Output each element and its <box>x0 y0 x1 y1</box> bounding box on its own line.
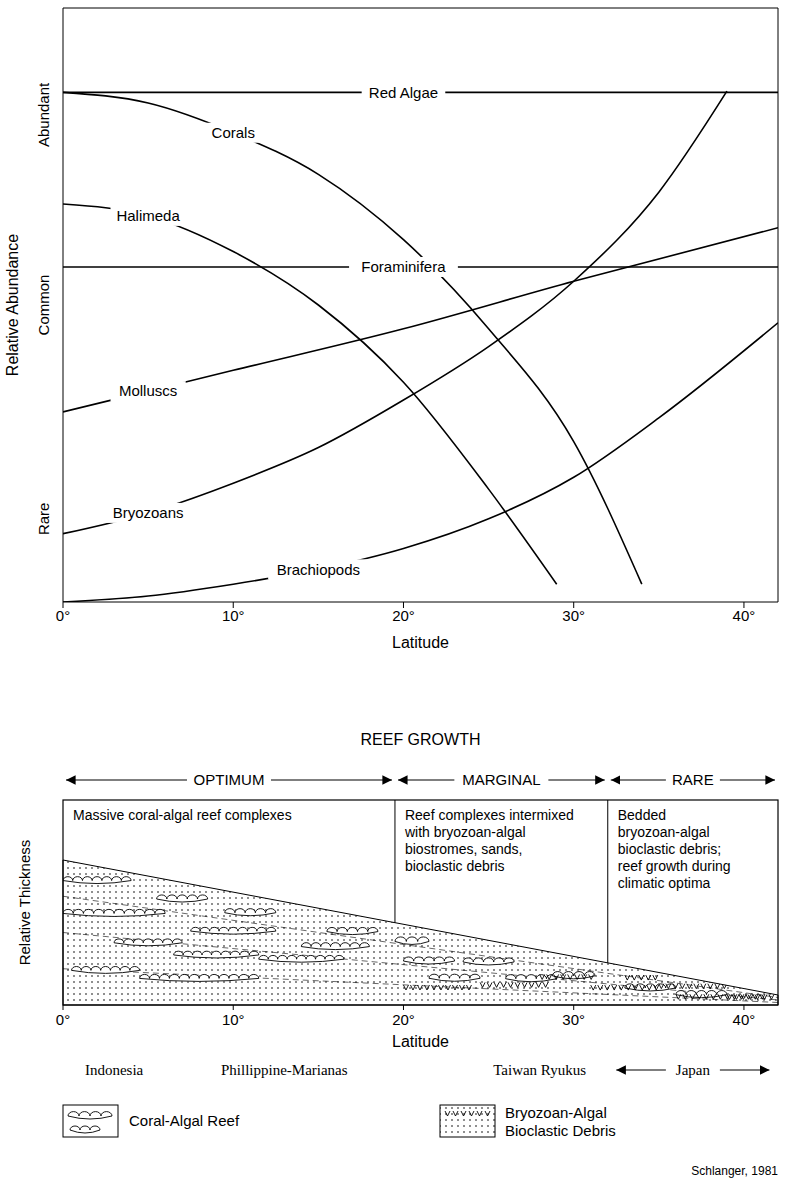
svg-text:Schlanger, 1981: Schlanger, 1981 <box>691 1164 778 1178</box>
svg-text:Indonesia: Indonesia <box>85 1062 144 1078</box>
svg-text:Latitude: Latitude <box>392 634 449 650</box>
svg-text:10°: 10° <box>222 1011 245 1028</box>
svg-text:0°: 0° <box>56 607 70 624</box>
svg-text:Reef complexes intermixedwith: Reef complexes intermixedwith bryozoan-a… <box>404 807 574 874</box>
svg-text:Relative Abundance: Relative Abundance <box>4 234 21 376</box>
svg-text:Bryozoans: Bryozoans <box>113 504 184 521</box>
svg-text:40°: 40° <box>733 607 756 624</box>
svg-text:Halimeda: Halimeda <box>116 207 180 224</box>
svg-text:Bryozoan-AlgalBioclastic Debri: Bryozoan-AlgalBioclastic Debris <box>505 1104 616 1139</box>
svg-text:0°: 0° <box>56 1011 70 1028</box>
svg-text:RARE: RARE <box>672 771 714 788</box>
svg-text:Common: Common <box>35 275 52 336</box>
svg-text:Latitude: Latitude <box>392 1033 449 1050</box>
svg-text:Beddedbryozoan-algalbioclastic: Beddedbryozoan-algalbioclastic debris;re… <box>618 807 731 891</box>
svg-text:OPTIMUM: OPTIMUM <box>194 771 265 788</box>
svg-text:Coral-Algal Reef: Coral-Algal Reef <box>129 1112 240 1129</box>
svg-text:Taiwan Ryukus: Taiwan Ryukus <box>493 1062 586 1078</box>
svg-text:Corals: Corals <box>212 124 255 141</box>
svg-text:REEF GROWTH: REEF GROWTH <box>361 731 481 748</box>
svg-text:Relative Thickness: Relative Thickness <box>16 840 33 966</box>
svg-text:Rare: Rare <box>35 503 52 536</box>
svg-text:MARGINAL: MARGINAL <box>462 771 540 788</box>
svg-text:30°: 30° <box>562 607 585 624</box>
svg-text:Red Algae: Red Algae <box>369 84 438 101</box>
svg-text:Foraminifera: Foraminifera <box>361 258 446 275</box>
svg-text:Brachiopods: Brachiopods <box>277 561 360 578</box>
svg-text:40°: 40° <box>733 1011 756 1028</box>
svg-text:30°: 30° <box>562 1011 585 1028</box>
svg-text:20°: 20° <box>392 607 415 624</box>
svg-text:Phillippine-Marianas: Phillippine-Marianas <box>221 1062 348 1078</box>
svg-text:Molluscs: Molluscs <box>119 382 177 399</box>
svg-text:20°: 20° <box>392 1011 415 1028</box>
svg-text:Abundant: Abundant <box>35 82 52 147</box>
svg-text:10°: 10° <box>222 607 245 624</box>
svg-text:Massive coral-algal reef compl: Massive coral-algal reef complexes <box>73 807 292 823</box>
svg-text:Japan: Japan <box>676 1062 711 1078</box>
